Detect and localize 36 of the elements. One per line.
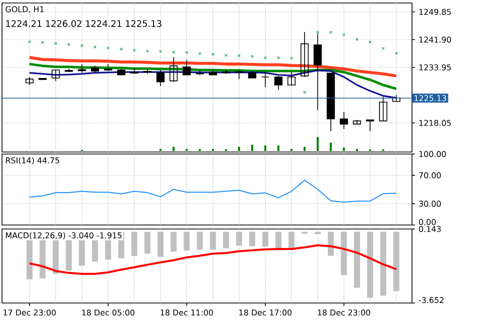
candlestick <box>366 119 374 132</box>
point <box>158 50 162 54</box>
candlestick <box>104 64 112 72</box>
candlestick <box>235 70 244 80</box>
bar <box>342 148 345 151</box>
point <box>329 30 332 34</box>
text: 1224.21 1226.02 1224.21 1225.13 <box>6 20 162 27</box>
bar <box>277 145 280 151</box>
candlestick <box>182 59 191 76</box>
candlestick <box>25 76 34 86</box>
bar <box>304 146 306 151</box>
candlestick <box>261 72 270 88</box>
candlestick <box>170 56 178 82</box>
point <box>264 56 267 60</box>
candlestick <box>287 72 296 86</box>
candlestick <box>340 111 348 130</box>
point <box>41 40 44 44</box>
bar <box>316 137 319 151</box>
point <box>394 52 398 55</box>
bar <box>172 146 175 151</box>
bar <box>330 142 332 151</box>
point <box>382 46 385 50</box>
point <box>146 50 149 53</box>
bar <box>251 144 254 151</box>
candlestick <box>274 76 282 90</box>
bar <box>264 145 266 151</box>
point <box>80 44 84 48</box>
candlestick <box>379 96 388 122</box>
bar <box>238 146 240 151</box>
candlestick <box>156 70 165 86</box>
candlestick <box>52 70 60 82</box>
point <box>316 30 320 34</box>
candlestick <box>78 64 86 74</box>
point <box>93 45 97 48</box>
point <box>368 40 372 44</box>
candlestick <box>300 32 309 78</box>
